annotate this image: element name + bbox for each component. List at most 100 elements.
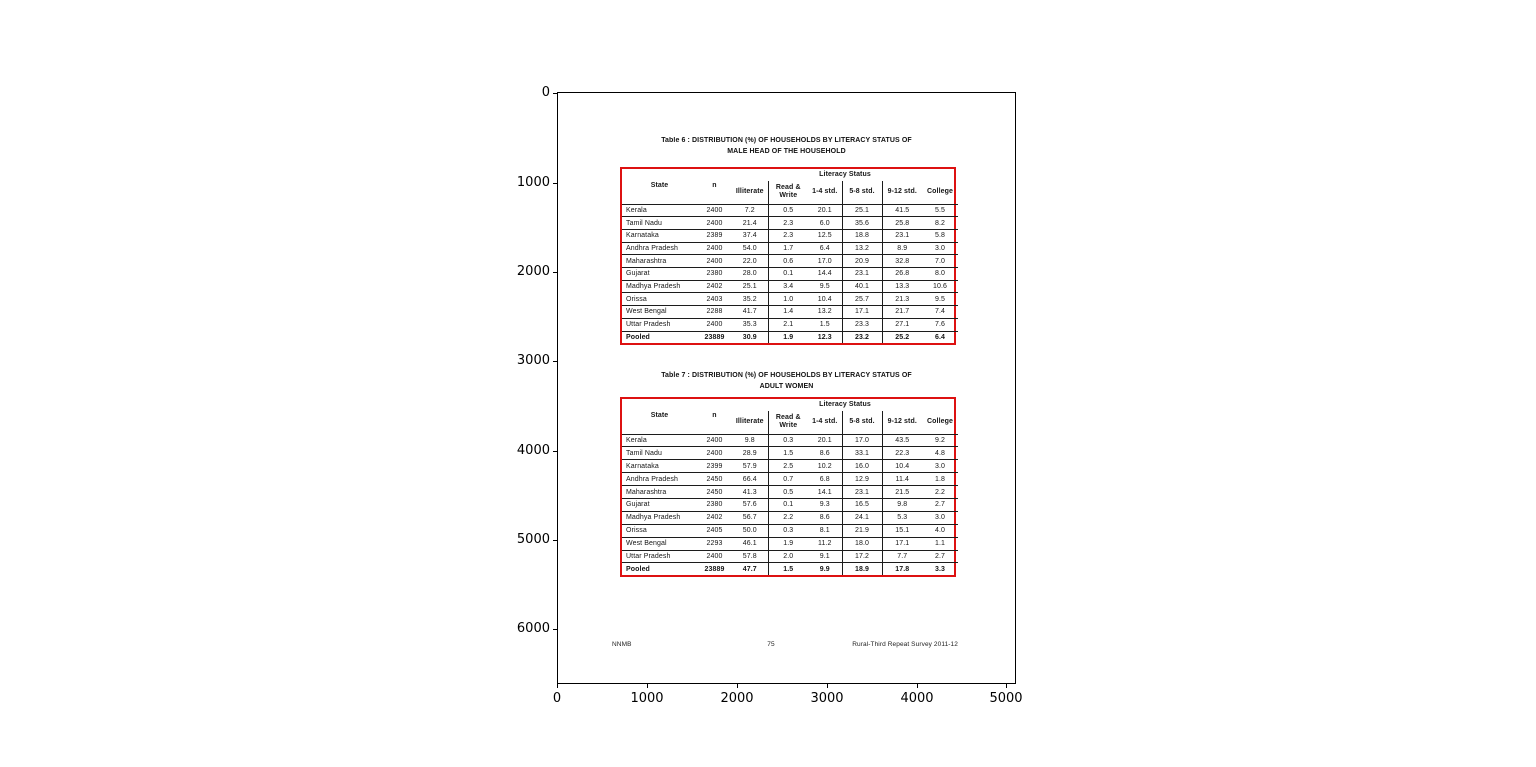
value-cell: 46.1 bbox=[732, 536, 768, 551]
value-cell: 2.3 bbox=[767, 228, 808, 243]
value-cell: 23.3 bbox=[841, 317, 882, 332]
value-cell: 13.2 bbox=[841, 241, 882, 255]
value-cell: 57.9 bbox=[732, 459, 768, 473]
value-cell: 2.7 bbox=[922, 549, 959, 563]
value-cell: 10.4 bbox=[881, 459, 922, 473]
value-cell: 17.1 bbox=[841, 305, 882, 319]
value-cell: 0.5 bbox=[767, 203, 808, 217]
column-header-9-12-std: 9-12 std. bbox=[881, 411, 922, 434]
x-tick-mark bbox=[827, 684, 828, 688]
value-cell: 1.9 bbox=[767, 330, 808, 343]
state-name-cell: Karnataka bbox=[622, 459, 697, 473]
value-cell: 7.2 bbox=[732, 203, 768, 217]
y-tick-mark bbox=[553, 93, 557, 94]
value-cell: 11.4 bbox=[881, 472, 922, 486]
value-cell: 1.5 bbox=[767, 446, 808, 460]
value-cell: 40.1 bbox=[841, 279, 882, 293]
value-cell: 3.0 bbox=[922, 241, 959, 255]
value-cell: 2405 bbox=[697, 523, 732, 538]
value-cell: 5.3 bbox=[881, 510, 922, 525]
value-cell: 25.7 bbox=[841, 292, 882, 306]
value-cell: 8.6 bbox=[808, 446, 842, 460]
x-tick-mark bbox=[737, 684, 738, 688]
value-cell: 35.2 bbox=[732, 292, 768, 306]
value-cell: 3.0 bbox=[922, 510, 959, 525]
column-header-college: College bbox=[927, 418, 953, 426]
value-cell: 2288 bbox=[697, 305, 732, 319]
value-cell: 41.7 bbox=[732, 305, 768, 319]
state-name-cell: Kerala bbox=[622, 203, 697, 217]
value-cell: 24.1 bbox=[841, 510, 882, 525]
value-cell: 6.8 bbox=[808, 472, 842, 486]
value-cell: 1.9 bbox=[767, 536, 808, 551]
x-tick-mark bbox=[1006, 684, 1007, 688]
value-cell: 8.2 bbox=[922, 216, 959, 230]
value-cell: 1.0 bbox=[767, 292, 808, 306]
table-row: Gujarat 2380 28.0 0.1 14.4 23.1 26.8 8.0 bbox=[622, 267, 959, 281]
value-cell: 2380 bbox=[697, 267, 732, 281]
value-cell: 23.1 bbox=[841, 267, 882, 281]
literacy-status-group-header: Literacy Status bbox=[819, 400, 871, 408]
table7-red-box: State n Literacy Status Illiterate Read … bbox=[620, 397, 959, 577]
value-cell: 0.1 bbox=[767, 267, 808, 281]
column-header-state: State bbox=[650, 182, 669, 190]
value-cell: 7.6 bbox=[922, 317, 959, 332]
value-cell: 4.8 bbox=[922, 446, 959, 460]
value-cell: 20.9 bbox=[841, 254, 882, 268]
value-cell: 21.9 bbox=[841, 523, 882, 538]
x-tick-mark bbox=[917, 684, 918, 688]
value-cell: 9.5 bbox=[922, 292, 959, 306]
value-cell: 35.3 bbox=[732, 317, 768, 332]
literacy-status-group-header: Literacy Status bbox=[819, 170, 871, 178]
state-name-cell: Maharashtra bbox=[622, 254, 697, 268]
y-tick-mark bbox=[553, 451, 557, 452]
value-cell: 9.2 bbox=[922, 433, 959, 447]
value-cell: 25.8 bbox=[881, 216, 922, 230]
state-name-cell: Uttar Pradesh bbox=[622, 317, 697, 332]
table7-body: Kerala 2400 9.8 0.3 20.1 17.0 43.5 9.2 Tamil Nad… bbox=[622, 433, 959, 575]
table7-title: Table 7 : DISTRIBUTION (%) OF HOUSEHOLDS… bbox=[558, 370, 1015, 392]
value-cell: 2400 bbox=[697, 446, 732, 460]
value-cell: 18.0 bbox=[841, 536, 882, 551]
value-cell: 0.6 bbox=[767, 254, 808, 268]
value-cell: 2293 bbox=[697, 536, 732, 551]
scanned-document-page: Table 6 : DISTRIBUTION (%) OF HOUSEHOLDS… bbox=[558, 93, 1015, 683]
state-name-cell: Madhya Pradesh bbox=[622, 279, 697, 293]
column-header-5-8-std: 5-8 std. bbox=[841, 411, 882, 434]
table-row: Karnataka 2389 37.4 2.3 12.5 18.8 23.1 5.8 bbox=[622, 228, 959, 243]
value-cell: 2403 bbox=[697, 292, 732, 306]
value-cell: 1.5 bbox=[767, 562, 808, 575]
value-cell: 21.7 bbox=[881, 305, 922, 319]
value-cell: 21.4 bbox=[732, 216, 768, 230]
value-cell: 17.0 bbox=[841, 433, 882, 447]
value-cell: 2402 bbox=[697, 279, 732, 293]
value-cell: 0.7 bbox=[767, 472, 808, 486]
value-cell: 3.4 bbox=[767, 279, 808, 293]
table7-title-line1: Table 7 : DISTRIBUTION (%) OF HOUSEHOLDS… bbox=[661, 372, 912, 379]
value-cell: 22.0 bbox=[732, 254, 768, 268]
value-cell: 6.4 bbox=[922, 330, 959, 343]
value-cell: 10.4 bbox=[808, 292, 842, 306]
value-cell: 1.7 bbox=[767, 241, 808, 255]
value-cell: 2450 bbox=[697, 485, 732, 499]
state-name-cell: Andhra Pradesh bbox=[622, 241, 697, 255]
y-tick-mark bbox=[553, 183, 557, 184]
value-cell: 2389 bbox=[697, 228, 732, 243]
table-row: Tamil Nadu 2400 21.4 2.3 6.0 35.6 25.8 8.2 bbox=[622, 216, 959, 230]
value-cell: 41.3 bbox=[732, 485, 768, 499]
value-cell: 5.5 bbox=[922, 203, 959, 217]
value-cell: 2400 bbox=[697, 433, 732, 447]
state-name-cell: Orissa bbox=[622, 292, 697, 306]
value-cell: 33.1 bbox=[841, 446, 882, 460]
value-cell: 28.0 bbox=[732, 267, 768, 281]
y-tick-mark bbox=[553, 629, 557, 630]
value-cell: 43.5 bbox=[881, 433, 922, 447]
table6-body: Kerala 2400 7.2 0.5 20.1 25.1 41.5 5.5 Tamil Nad… bbox=[622, 203, 959, 343]
value-cell: 35.6 bbox=[841, 216, 882, 230]
value-cell: 32.8 bbox=[881, 254, 922, 268]
state-name-cell: Maharashtra bbox=[622, 485, 697, 499]
x-tick-label: 4000 bbox=[900, 691, 934, 706]
literacy-table-male-head: State n Literacy Status Illiterate Read … bbox=[622, 169, 959, 343]
value-cell: 2400 bbox=[697, 254, 732, 268]
state-name-cell: West Bengal bbox=[622, 305, 697, 319]
